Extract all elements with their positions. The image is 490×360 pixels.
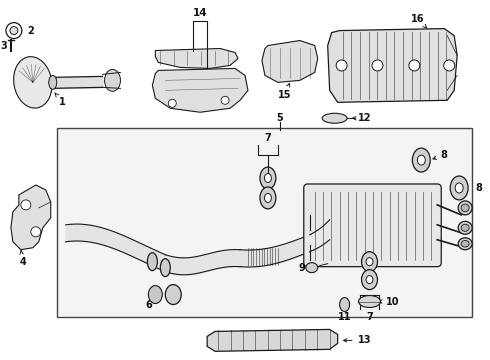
Text: 15: 15 [278, 84, 292, 100]
Ellipse shape [461, 240, 469, 247]
Text: 4: 4 [20, 251, 26, 267]
Ellipse shape [461, 204, 469, 212]
Ellipse shape [322, 113, 347, 123]
Circle shape [168, 99, 176, 107]
Text: 3: 3 [0, 41, 7, 50]
Ellipse shape [366, 276, 373, 284]
Text: 1: 1 [55, 93, 66, 107]
FancyBboxPatch shape [304, 184, 441, 267]
Text: 9: 9 [298, 263, 311, 273]
Circle shape [21, 200, 31, 210]
Ellipse shape [14, 57, 52, 108]
Circle shape [10, 27, 18, 35]
Ellipse shape [458, 201, 472, 215]
Circle shape [336, 60, 347, 71]
Ellipse shape [160, 259, 171, 276]
Polygon shape [328, 28, 457, 102]
Text: 16: 16 [411, 14, 427, 28]
Polygon shape [155, 49, 238, 68]
Circle shape [444, 60, 455, 71]
Ellipse shape [413, 148, 430, 172]
Ellipse shape [417, 155, 425, 165]
Text: 8: 8 [433, 150, 448, 160]
Circle shape [31, 227, 41, 237]
Ellipse shape [362, 252, 377, 272]
Circle shape [372, 60, 383, 71]
Ellipse shape [265, 174, 271, 183]
Text: 6: 6 [145, 297, 155, 310]
Text: 11: 11 [338, 312, 351, 323]
Ellipse shape [362, 270, 377, 289]
Text: 14: 14 [193, 8, 207, 18]
Ellipse shape [260, 187, 276, 209]
Circle shape [221, 96, 229, 104]
Ellipse shape [366, 258, 373, 266]
Ellipse shape [265, 193, 271, 202]
Text: 12: 12 [352, 113, 371, 123]
Polygon shape [152, 68, 248, 112]
Ellipse shape [306, 263, 318, 273]
Ellipse shape [458, 238, 472, 250]
Ellipse shape [359, 296, 380, 307]
Ellipse shape [455, 183, 463, 193]
Ellipse shape [450, 176, 468, 200]
Text: 8: 8 [475, 183, 482, 193]
Text: 7: 7 [265, 133, 271, 143]
Polygon shape [207, 329, 338, 351]
Circle shape [409, 60, 420, 71]
Ellipse shape [104, 69, 121, 91]
Text: 7: 7 [366, 312, 373, 323]
Ellipse shape [260, 167, 276, 189]
Text: 13: 13 [343, 336, 371, 345]
Ellipse shape [147, 253, 157, 271]
Ellipse shape [340, 298, 349, 311]
Circle shape [6, 23, 22, 39]
Polygon shape [262, 41, 318, 82]
Ellipse shape [148, 285, 162, 303]
Ellipse shape [461, 224, 469, 231]
Bar [57, 128, 472, 318]
Text: 10: 10 [379, 297, 399, 306]
Ellipse shape [458, 221, 472, 234]
Ellipse shape [49, 75, 57, 89]
Text: 2: 2 [18, 26, 34, 36]
Text: 5: 5 [276, 113, 283, 123]
Polygon shape [11, 185, 51, 250]
Ellipse shape [165, 285, 181, 305]
